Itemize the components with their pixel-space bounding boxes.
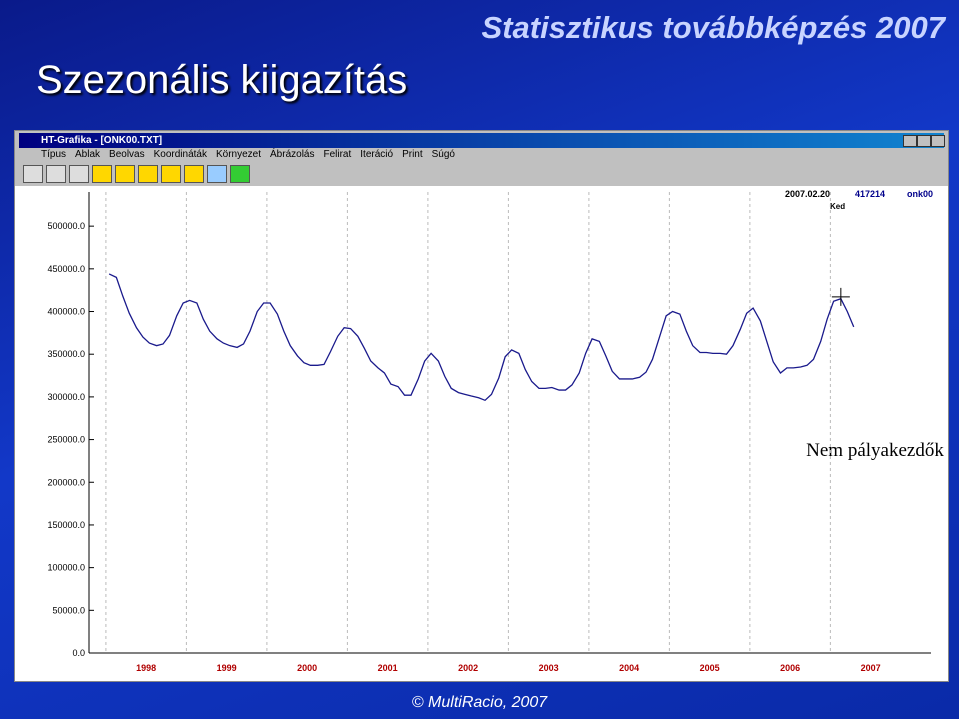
- y-tick-label: 350000.0: [47, 349, 85, 359]
- y-tick-label: 0.0: [72, 648, 85, 658]
- tool-button[interactable]: [207, 165, 227, 183]
- close-button[interactable]: [931, 135, 945, 147]
- max-button[interactable]: [917, 135, 931, 147]
- menu-item[interactable]: Környezet: [215, 149, 262, 160]
- menu-item[interactable]: Ábrázolás: [270, 149, 315, 160]
- window-title: HT-Grafika - [ONK00.TXT]: [19, 133, 944, 148]
- y-tick-label: 300000.0: [47, 392, 85, 402]
- menu-item[interactable]: Iteráció: [360, 149, 394, 160]
- menu-item[interactable]: Felirat: [323, 149, 352, 160]
- tool-button[interactable]: [23, 165, 43, 183]
- footer: © MultiRacio, 2007: [411, 694, 548, 711]
- cursor-value: 417214: [855, 189, 885, 199]
- slide-header: Statisztikus továbbképzés 2007: [481, 10, 945, 45]
- cursor-day: Ked: [830, 202, 845, 211]
- min-button[interactable]: [903, 135, 917, 147]
- y-tick-label: 500000.0: [47, 221, 85, 231]
- menu-item[interactable]: Koordináták: [153, 149, 207, 160]
- menu-item[interactable]: Típus: [41, 149, 67, 160]
- menu-item[interactable]: Ablak: [75, 149, 101, 160]
- tool-button[interactable]: [46, 165, 66, 183]
- tool-button[interactable]: [92, 165, 112, 183]
- tool-button[interactable]: [115, 165, 135, 183]
- app-window: HT-Grafika - [ONK00.TXT] Típus Ablak Beolv…: [14, 130, 949, 682]
- x-tick-label: 2006: [780, 663, 800, 673]
- cursor-date: 2007.02.20: [785, 189, 830, 199]
- cursor-series: onk00: [907, 189, 933, 199]
- cursor-cross: [831, 287, 850, 306]
- tool-button[interactable]: [184, 165, 204, 183]
- y-tick-label: 400000.0: [47, 307, 85, 317]
- y-tick-label: 50000.0: [52, 605, 85, 615]
- slide-title: Szezonális kiigazítás: [36, 58, 408, 102]
- x-tick-label: 2005: [700, 663, 720, 673]
- x-tick-label: 2004: [619, 663, 639, 673]
- y-tick-label: 150000.0: [47, 520, 85, 530]
- chart: Nem pályakezdők 2007.02.20 417214 onk00 …: [15, 186, 948, 681]
- tool-button[interactable]: [230, 165, 250, 183]
- x-tick-label: 2007: [861, 663, 881, 673]
- y-tick-label: 100000.0: [47, 563, 85, 573]
- y-tick-label: 250000.0: [47, 435, 85, 445]
- x-tick-label: 2002: [458, 663, 478, 673]
- x-tick-label: 2001: [378, 663, 398, 673]
- menu-item[interactable]: Print: [402, 149, 423, 160]
- tool-button[interactable]: [138, 165, 158, 183]
- annotation: Nem pályakezdők: [806, 440, 944, 461]
- menu-bar: Típus Ablak Beolvas Koordináták Környezet Ábr…: [19, 149, 455, 163]
- x-tick-label: 1999: [217, 663, 237, 673]
- menu-item[interactable]: Beolvas: [109, 149, 145, 160]
- tool-button[interactable]: [69, 165, 89, 183]
- y-tick-label: 200000.0: [47, 477, 85, 487]
- toolbar: [23, 165, 250, 183]
- x-tick-label: 1998: [136, 663, 156, 673]
- tool-button[interactable]: [161, 165, 181, 183]
- x-tick-label: 2000: [297, 663, 317, 673]
- series-line: [108, 273, 855, 402]
- x-tick-label: 2003: [539, 663, 559, 673]
- y-tick-label: 450000.0: [47, 264, 85, 274]
- menu-item[interactable]: Súgó: [431, 149, 455, 160]
